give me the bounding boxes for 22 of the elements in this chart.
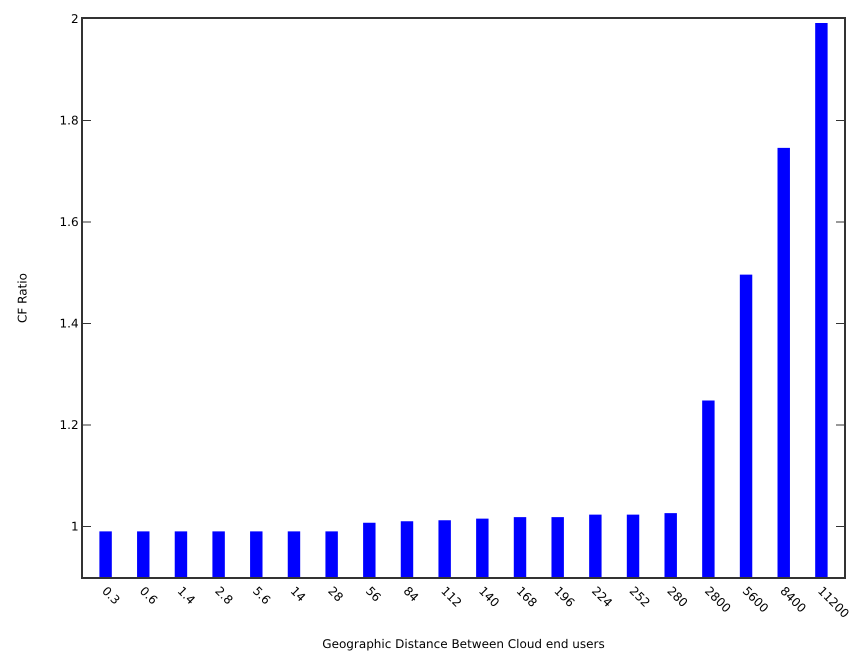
x-tick-label: 280	[664, 584, 690, 610]
y-tick-label: 1.6	[60, 215, 79, 230]
x-tick-label: 168	[514, 584, 540, 610]
x-tick-label: 196	[551, 584, 578, 610]
y-tick-label: 1.8	[60, 114, 79, 128]
y-tick-label: 2	[70, 12, 79, 26]
y-axis-title: CF Ratio	[15, 273, 30, 323]
x-tick-label: 14	[288, 584, 308, 605]
x-tick-label: 2.8	[212, 584, 236, 608]
x-tick-label: 224	[588, 584, 616, 610]
x-tick-label: 5.6	[250, 584, 274, 608]
y-tick-label: 1.2	[60, 418, 79, 432]
x-tick-label: 84	[400, 584, 422, 605]
x-tick-label: 140	[476, 584, 502, 610]
x-tick-label: 56	[362, 584, 384, 605]
y-tick-label: 1	[70, 519, 79, 534]
x-tick-label: 0.6	[136, 584, 160, 608]
y-tick-label: 1.4	[60, 316, 79, 331]
x-axis-title: Geographic Distance Between Cloud end users	[322, 637, 605, 652]
x-tick-label: 0.3	[99, 584, 123, 608]
x-tick-label: 1.4	[174, 584, 198, 608]
x-tick-label: 28	[325, 584, 346, 605]
